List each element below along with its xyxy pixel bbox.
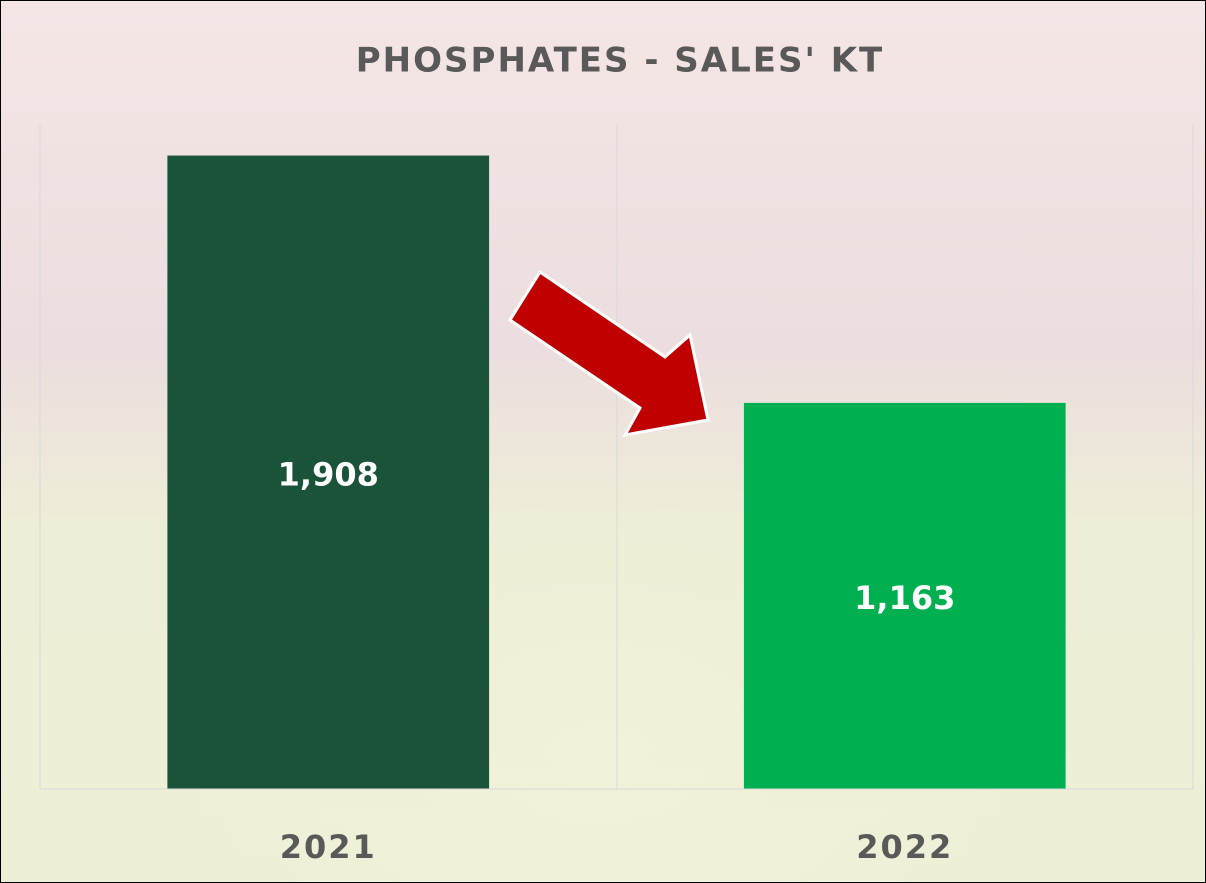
value-label: 1,163 (854, 579, 955, 617)
bar (167, 155, 490, 789)
value-label: 1,908 (278, 455, 379, 493)
chart-title: PHOSPHATES - SALES' KT (356, 41, 884, 81)
bar (743, 402, 1066, 789)
category-dividers (39, 125, 1194, 789)
trend-arrow (507, 269, 710, 438)
plot (167, 155, 1066, 789)
x-tick-label: 2022 (856, 828, 953, 866)
x-tick-label: 2021 (280, 828, 377, 866)
